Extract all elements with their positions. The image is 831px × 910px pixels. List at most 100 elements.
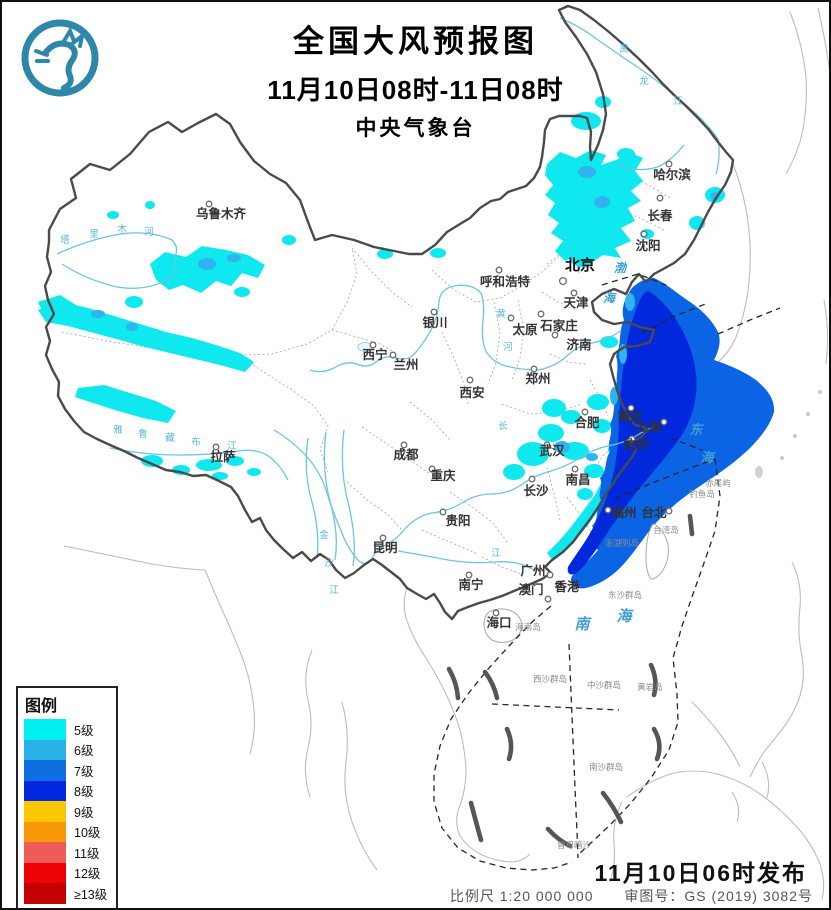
map-scale-line: 比例尺 1:20 000 000 审图号：GS (2019) 3082号: [450, 886, 813, 906]
city-dot-郑州: [530, 365, 538, 373]
legend-item: 10级: [24, 821, 116, 842]
city-label-长沙: 长沙: [523, 483, 549, 498]
legend-swatch: [24, 780, 66, 801]
city-dot-石家庄: [537, 310, 545, 318]
legend-label: 12级: [74, 867, 101, 882]
cma-logo: [21, 19, 99, 97]
river-label: 河: [144, 226, 154, 238]
city-dot-银川: [430, 308, 438, 316]
island-label: 中沙群岛: [587, 680, 621, 690]
legend-swatch: [24, 739, 66, 760]
city-dot-重庆: [428, 465, 436, 473]
city-label-石家庄: 石家庄: [539, 318, 578, 333]
city-label-合肥: 合肥: [574, 415, 600, 430]
city-label-北京: 北京: [565, 256, 595, 274]
city-label-贵阳: 贵阳: [445, 513, 470, 528]
city-label-上海: 上海: [635, 419, 661, 434]
city-dot-呼和浩特: [495, 266, 503, 274]
nine-dash-segments: [446, 513, 695, 849]
city-dot-西安: [466, 376, 474, 384]
legend-item: ≥13级: [24, 883, 116, 904]
city-label-香港: 香港: [553, 579, 580, 594]
hainan-island: [483, 608, 523, 643]
legend-title: 图例: [25, 698, 58, 715]
city-label-郑州: 郑州: [525, 371, 550, 386]
city-dot-西宁: [369, 341, 377, 349]
city-label-兰州: 兰州: [393, 357, 418, 372]
island-label: 台湾岛: [653, 525, 679, 535]
river-label: 塔: [60, 234, 70, 246]
city-dot-台北: [665, 507, 673, 515]
city-label-台北: 台北: [641, 505, 667, 520]
city-dot-昆明: [379, 534, 387, 542]
river-label: 黄: [496, 308, 506, 320]
city-label-广州: 广州: [520, 563, 545, 578]
city-label-南京: 南京: [617, 409, 643, 424]
scale-text: 比例尺 1:20 000 000: [449, 888, 594, 904]
city-dot-北京: [558, 276, 568, 286]
approval-number: 审图号：GS (2019) 3082号: [624, 888, 813, 904]
city-label-沈阳: 沈阳: [635, 238, 660, 253]
city-label-西安: 西安: [459, 385, 484, 400]
publish-time: 11月10日06时发布: [594, 860, 807, 886]
legend-swatch: [24, 821, 66, 842]
legend-item: 6级: [24, 739, 116, 760]
city-dot-澳门: [544, 595, 552, 603]
city-dot-天津: [570, 289, 578, 297]
legend-item: 9级: [24, 801, 116, 822]
city-label-西宁: 西宁: [362, 347, 387, 362]
city-label-济南: 济南: [566, 337, 592, 352]
legend-swatch: [24, 719, 66, 740]
legend-item: 8级: [24, 780, 116, 801]
island-label: 澎湖列岛: [605, 538, 639, 548]
legend-item: 5级: [24, 719, 116, 740]
city-dot-乌鲁木齐: [205, 200, 213, 208]
city-dot-沈阳: [640, 230, 648, 238]
forecast-period: 11月10日08时-11日08时: [267, 75, 564, 105]
legend-item: 11级: [24, 842, 116, 863]
sea-label: 海: [616, 608, 634, 625]
sea-label: 海: [603, 291, 617, 305]
city-label-成都: 成都: [393, 447, 419, 462]
river-label: 布: [191, 436, 201, 448]
legend-label: 8级: [74, 785, 94, 800]
sea-label: 南: [574, 616, 592, 633]
legend-label: 7级: [74, 764, 94, 779]
legend-swatch: [24, 862, 66, 883]
city-label-武汉: 武汉: [539, 443, 565, 458]
island-label: 南沙群岛: [589, 762, 623, 772]
page-title: 全国大风预报图: [293, 24, 538, 59]
river-label: 里: [89, 229, 99, 240]
river-label: 江: [329, 585, 339, 596]
island-label: 钓鱼岛: [689, 489, 715, 499]
city-dot-上海: [660, 418, 668, 426]
city-label-乌鲁木齐: 乌鲁木齐: [196, 206, 247, 221]
wind-area-level6: [91, 166, 720, 461]
city-dot-拉萨: [212, 443, 220, 451]
logo-ring-icon: [21, 19, 99, 97]
islands: [483, 523, 669, 643]
city-dot-海口: [492, 609, 500, 617]
river-label: 黑: [619, 44, 629, 55]
island-label: 曾母暗沙: [557, 840, 592, 850]
national-border: [43, 4, 735, 621]
city-dot-南昌: [571, 465, 579, 473]
river-label: 藏: [165, 432, 175, 444]
city-dot-太原: [507, 314, 515, 322]
sea-label: 海: [700, 450, 715, 465]
river-label: 江: [673, 96, 683, 107]
sea-label: 渤: [614, 261, 628, 275]
legend-swatch: [24, 883, 66, 904]
legend-item: 7级: [24, 760, 116, 781]
legend-items: 5级 6级 7级 8级 9级 10级 11级 12级 ≥13级: [24, 719, 116, 904]
city-label-长春: 长春: [647, 208, 673, 223]
island-label: 黄岩岛: [637, 682, 663, 692]
city-label-天津: 天津: [563, 295, 589, 310]
logo-whiskers-icon: [34, 49, 50, 63]
city-dot-武汉: [543, 441, 551, 449]
taiwan-island: [645, 523, 669, 580]
city-label-呼和浩特: 呼和浩特: [480, 274, 531, 289]
city-label-太原: 太原: [512, 322, 538, 337]
city-dot-贵阳: [439, 508, 447, 516]
island-label: 西沙群岛: [533, 674, 567, 684]
